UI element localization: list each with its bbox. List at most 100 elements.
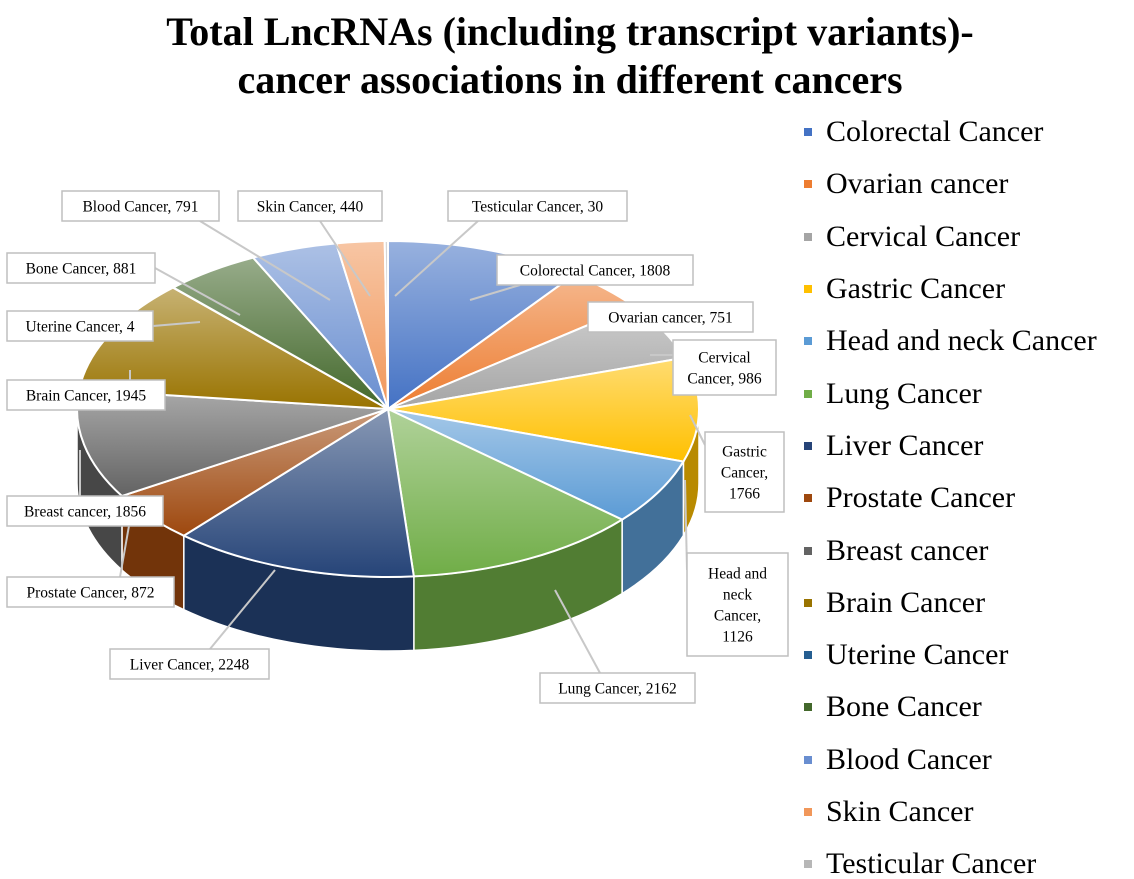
legend-label-bone-cancer: Bone Cancer [826, 690, 982, 724]
legend-item-prostate-cancer: Prostate Cancer [804, 472, 1097, 524]
data-label-text-prostate-cancer: Prostate Cancer, 872 [26, 585, 154, 602]
data-label-text-skin-cancer: Skin Cancer, 440 [257, 199, 364, 216]
legend-label-ovarian-cancer: Ovarian cancer [826, 167, 1009, 201]
chart-title-line-1: Total LncRNAs (including transcript vari… [166, 9, 974, 54]
data-label-text-cervical-cancer: Cancer, 986 [687, 371, 762, 388]
data-label-text-ovarian-cancer: Ovarian cancer, 751 [608, 310, 733, 327]
legend-swatch-colorectal-cancer [804, 128, 812, 137]
legend-item-brain-cancer: Brain Cancer [804, 577, 1097, 629]
data-label-blood-cancer: Blood Cancer, 791 [61, 190, 220, 222]
data-label-text-head-and-neck-cancer: 1126 [722, 629, 753, 646]
pie-slice-highlight-head-and-neck-cancer [388, 409, 684, 520]
legend-item-testicular-cancer: Testicular Cancer [804, 838, 1097, 879]
legend-swatch-blood-cancer [804, 755, 812, 764]
data-label-skin-cancer: Skin Cancer, 440 [237, 190, 383, 222]
data-label-cervical-cancer: Cervical Cancer, 986 [672, 339, 777, 396]
data-label-text-cervical-cancer: Cervical [698, 350, 751, 367]
data-label-box-prostate-cancer [6, 576, 175, 608]
data-label-text-head-and-neck-cancer: neck [723, 587, 753, 604]
legend-label-testicular-cancer: Testicular Cancer [826, 847, 1037, 879]
data-label-box-lung-cancer [539, 672, 696, 704]
legend-swatch-head-and-neck-cancer [804, 337, 812, 346]
data-label-text-liver-cancer: Liver Cancer, 2248 [130, 657, 250, 674]
legend-label-lung-cancer: Lung Cancer [826, 376, 982, 410]
chart-title-line-2: cancer associations in different cancers [237, 57, 903, 102]
legend-item-liver-cancer: Liver Cancer [804, 420, 1097, 472]
data-label-gastric-cancer: Gastric Cancer, 1766 [704, 431, 785, 513]
data-label-text-testicular-cancer: Testicular Cancer, 30 [472, 199, 604, 216]
legend-item-blood-cancer: Blood Cancer [804, 734, 1097, 786]
data-label-text-gastric-cancer: Gastric [722, 444, 767, 461]
data-label-box-uterine-cancer [6, 310, 154, 342]
data-label-lung-cancer: Lung Cancer, 2162 [539, 672, 696, 704]
legend-label-uterine-cancer: Uterine Cancer [826, 638, 1009, 672]
legend-item-gastric-cancer: Gastric Cancer [804, 263, 1097, 315]
leader-line-colorectal-cancer [469, 284, 521, 301]
legend-label-prostate-cancer: Prostate Cancer [826, 481, 1016, 515]
data-label-box-skin-cancer [237, 190, 383, 222]
legend-swatch-testicular-cancer [804, 860, 812, 869]
legend-item-ovarian-cancer: Ovarian cancer [804, 158, 1097, 210]
legend-item-cervical-cancer: Cervical Cancer [804, 211, 1097, 263]
data-label-text-bone-cancer: Bone Cancer, 881 [26, 261, 137, 278]
legend-item-breast-cancer: Breast cancer [804, 524, 1097, 576]
data-label-colorectal-cancer: Colorectal Cancer, 1808 [496, 254, 694, 286]
data-label-ovarian-cancer: Ovarian cancer, 751 [587, 301, 754, 333]
leader-line-gastric-cancer [689, 414, 706, 446]
leader-lines [79, 220, 706, 674]
pie-slice-highlight-ovarian-cancer [388, 274, 634, 409]
data-label-box-liver-cancer [109, 648, 270, 680]
legend-item-lung-cancer: Lung Cancer [804, 367, 1097, 419]
leader-line-bone-cancer [154, 267, 241, 316]
legend-label-blood-cancer: Blood Cancer [826, 742, 992, 776]
data-label-box-blood-cancer [61, 190, 220, 222]
legend-swatch-cervical-cancer [804, 232, 812, 241]
pie-slice-highlight-lung-cancer [388, 409, 623, 577]
data-label-breast-cancer: Breast cancer, 1856 [6, 495, 164, 527]
data-label-text-lung-cancer: Lung Cancer, 2162 [558, 681, 677, 698]
pie-slice-highlight-skin-cancer [336, 241, 388, 409]
pie-slice-highlight-gastric-cancer [388, 357, 699, 462]
legend-swatch-bone-cancer [804, 703, 812, 712]
data-label-liver-cancer: Liver Cancer, 2248 [109, 648, 270, 680]
data-label-box-gastric-cancer [704, 431, 785, 513]
data-label-uterine-cancer: Uterine Cancer, 4 [6, 310, 154, 342]
leader-line-skin-cancer [319, 220, 371, 297]
data-label-text-gastric-cancer: Cancer, [721, 465, 768, 482]
pie-slice-highlight-prostate-cancer [121, 409, 388, 536]
pie-slice-highlight-brain-cancer [79, 287, 388, 409]
data-label-text-head-and-neck-cancer: Head and [708, 566, 767, 583]
leader-line-liver-cancer [209, 569, 276, 650]
pie-slice-highlight-liver-cancer [183, 409, 414, 577]
legend-item-uterine-cancer: Uterine Cancer [804, 629, 1097, 681]
legend-item-skin-cancer: Skin Cancer [804, 786, 1097, 838]
legend-label-head-and-neck-cancer: Head and neck Cancer [826, 324, 1097, 358]
legend-swatch-lung-cancer [804, 389, 812, 398]
legend-swatch-breast-cancer [804, 546, 812, 555]
data-label-box-ovarian-cancer [587, 301, 754, 333]
legend-swatch-uterine-cancer [804, 651, 812, 660]
legend-swatch-prostate-cancer [804, 494, 812, 503]
legend-label-gastric-cancer: Gastric Cancer [826, 272, 1006, 306]
legend-swatch-brain-cancer [804, 598, 812, 607]
data-label-box-cervical-cancer [672, 339, 777, 396]
legend-label-cervical-cancer: Cervical Cancer [826, 219, 1021, 253]
legend-item-colorectal-cancer: Colorectal Cancer [804, 106, 1097, 158]
data-label-text-gastric-cancer: 1766 [729, 486, 760, 503]
data-label-box-brain-cancer [6, 379, 166, 411]
legend-label-liver-cancer: Liver Cancer [826, 428, 984, 462]
legend-swatch-gastric-cancer [804, 285, 812, 294]
pie-tops [76, 239, 700, 578]
data-labels: Colorectal Cancer, 1808 Ovarian cancer, 7… [6, 190, 789, 704]
data-label-text-head-and-neck-cancer: Cancer, [714, 608, 761, 625]
legend-item-bone-cancer: Bone Cancer [804, 681, 1097, 733]
data-label-prostate-cancer: Prostate Cancer, 872 [6, 576, 175, 608]
data-label-text-colorectal-cancer: Colorectal Cancer, 1808 [520, 263, 671, 280]
legend-label-brain-cancer: Brain Cancer [826, 585, 986, 619]
pie-slice-highlight-breast-cancer [76, 389, 388, 497]
data-label-box-head-and-neck-cancer [686, 552, 789, 657]
data-label-box-colorectal-cancer [496, 254, 694, 286]
pie-slice-highlight-blood-cancer [253, 243, 388, 409]
